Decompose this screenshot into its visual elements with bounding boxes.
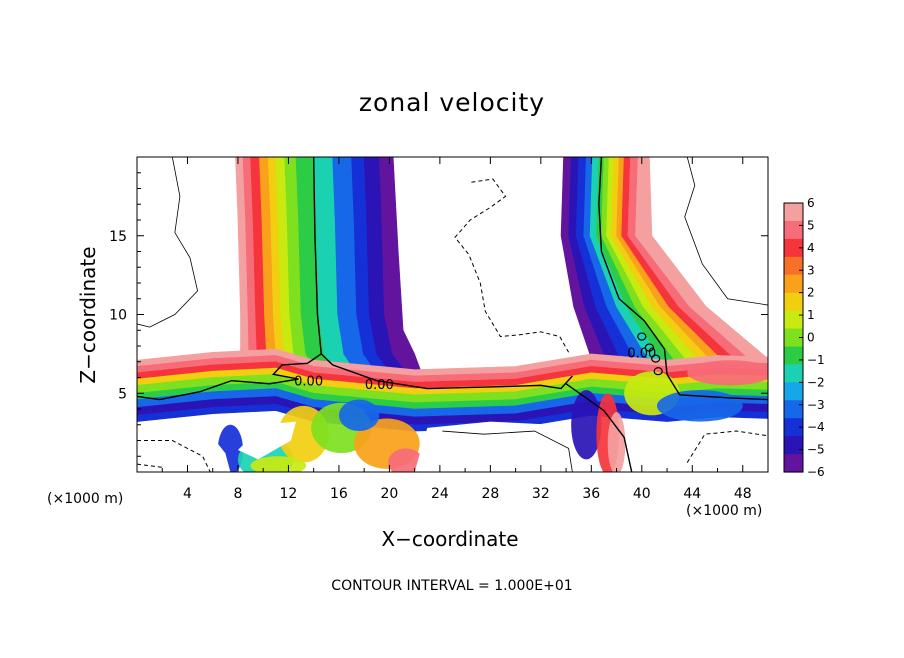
contour-label: 0.00 [294, 375, 323, 390]
y-axis-ticks: 5 10 15 [109, 172, 768, 457]
colorbar-swatch [784, 256, 803, 276]
out-of-range-area [137, 424, 231, 472]
contour-ring [644, 343, 654, 352]
y-tick-label: 5 [118, 386, 127, 402]
colorbar-swatch [784, 418, 803, 437]
x-tick-label: 4 [183, 486, 192, 502]
negative-contour-line [137, 440, 211, 472]
contour-labels: 0.00 0.00 0.00 [294, 346, 656, 393]
contour-ring [637, 332, 647, 341]
colorbar-tick-label: −1 [807, 353, 825, 367]
turbulence-patch [571, 390, 602, 460]
x-tick-label: 8 [233, 486, 242, 502]
turbulence-patch [656, 390, 743, 422]
x-tick-label: 48 [734, 486, 752, 502]
x-tick-label: 40 [633, 486, 651, 502]
colorbar-tick-label: 5 [807, 218, 815, 232]
y-tick-label: 10 [109, 308, 127, 324]
contour-line [598, 157, 768, 401]
colorbar-swatch [784, 364, 803, 383]
x-tick-label: 32 [532, 486, 550, 502]
contour-lines [137, 157, 768, 472]
x-tick-label: 44 [683, 486, 701, 502]
colorbar-swatch [784, 274, 803, 294]
contour-ring [653, 367, 663, 376]
turbulence-patch [687, 360, 768, 386]
contour-line [565, 383, 633, 472]
turbulence-patch [388, 448, 424, 472]
negative-contour-line [686, 430, 768, 463]
turbulence-patch [338, 399, 380, 432]
negative-contour-line [137, 463, 163, 468]
contour-label: 0.00 [627, 346, 656, 361]
colorbar-swatch [784, 454, 803, 473]
chart-title: zonal velocity [358, 88, 546, 117]
colorbar-swatch [784, 238, 803, 258]
out-of-range-area [414, 421, 592, 472]
colorbar-tick-label: −6 [807, 465, 825, 479]
colorbar-tick-label: 2 [807, 286, 815, 300]
contour-label: 0.00 [365, 378, 394, 393]
colorbar-swatch [784, 292, 803, 312]
colorbar-tick-label: −4 [807, 420, 825, 434]
turbulence-patch [250, 456, 307, 472]
colorbar-tick-label: −5 [807, 443, 825, 457]
colorbar-tick-label: 6 [807, 196, 815, 210]
contour-interval-note: CONTOUR INTERVAL = 1.000E+01 [331, 578, 573, 594]
colorbar-tick-label: −2 [807, 375, 825, 389]
turbulence-patch [607, 412, 626, 472]
out-of-range-area [660, 423, 768, 472]
y-axis-label: Z−coordinate [76, 246, 100, 384]
contour-line [320, 353, 573, 390]
x-tick-label: 12 [280, 486, 298, 502]
y-tick-label: 15 [109, 229, 127, 245]
colorbar-tick-label: 0 [807, 331, 815, 345]
contour-line [684, 157, 768, 306]
colorbar-swatch [784, 400, 803, 419]
contour-ring [651, 354, 661, 363]
x-tick-label: 16 [330, 486, 348, 502]
colorbar-swatch [784, 220, 803, 240]
x-axis-ticks: 4 8 12 16 20 24 28 32 36 40 44 48 [161, 157, 752, 502]
colorbar-swatch [784, 328, 803, 348]
colorbar-swatch [784, 382, 803, 401]
colorbar: 6 5 4 3 2 1 0 −1 −2 −3 −4 −5 −6 [783, 196, 825, 479]
x-tick-label: 36 [582, 486, 600, 502]
x-tick-label: 28 [481, 486, 499, 502]
contour-line [137, 157, 322, 401]
colorbar-tick-label: 3 [807, 263, 815, 277]
x-unit-label-left: (×1000 m) [47, 491, 124, 507]
colorbar-tick-label: 1 [807, 308, 815, 322]
out-of-range-area [237, 421, 297, 460]
x-axis-label: X−coordinate [381, 527, 519, 551]
x-unit-label-right: (×1000 m) [686, 503, 763, 519]
colorbar-swatch [784, 310, 803, 330]
negative-contour-line [454, 178, 570, 353]
colorbar-tick-label: 4 [807, 241, 815, 255]
colorbar-swatch [784, 203, 803, 222]
colorbar-tick-label: −3 [807, 398, 825, 412]
x-tick-label: 20 [380, 486, 398, 502]
velocity-field [137, 157, 768, 472]
colorbar-swatch [784, 436, 803, 455]
contour-line [442, 430, 573, 472]
contour-line [137, 157, 199, 328]
colorbar-swatch [784, 346, 803, 365]
x-tick-label: 24 [431, 486, 449, 502]
